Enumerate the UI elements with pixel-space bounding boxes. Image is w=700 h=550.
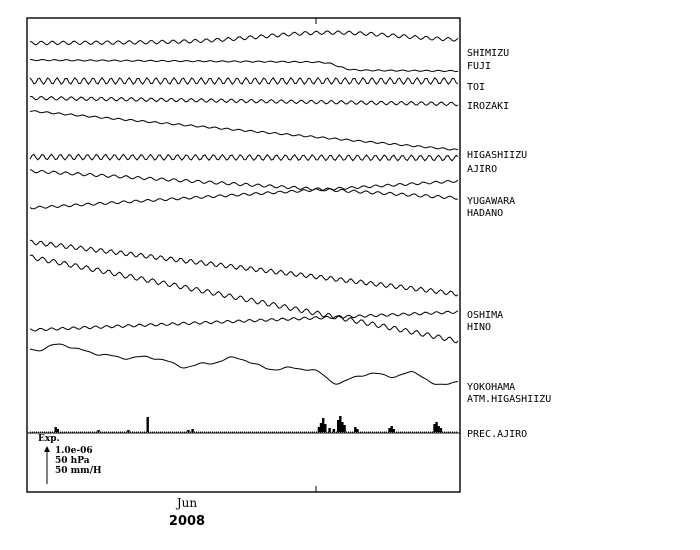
label-shimizu: SHIMIZU bbox=[467, 48, 509, 59]
scale-value-strain: 1.0e-06 bbox=[55, 446, 93, 456]
trace-yugawara bbox=[29, 169, 459, 200]
label-atm-higashiizu: ATM.HIGASHIIZU bbox=[467, 394, 551, 405]
precip-bar bbox=[324, 424, 327, 432]
precip-bar bbox=[343, 425, 346, 432]
scale-legend: Exp. 1.0e-06 50 hPa 50 mm/H bbox=[38, 434, 102, 484]
precip-bar bbox=[392, 429, 395, 432]
precip-bar bbox=[97, 430, 100, 432]
precip-bar bbox=[322, 418, 325, 432]
trace-higashiizu bbox=[29, 110, 459, 151]
trace-atm-higashiizu bbox=[29, 343, 459, 385]
precip-bar bbox=[435, 422, 438, 432]
precip-bar bbox=[356, 429, 359, 432]
scale-value-precip: 50 mm/H bbox=[55, 466, 102, 476]
label-prec-ajiro: PREC.AJIRO bbox=[467, 429, 527, 440]
station-labels: SHIMIZU FUJI TOI IROZAKI HIGASHIIZU AJIRO YUGA… bbox=[467, 48, 551, 440]
label-hadano: HADANO bbox=[467, 208, 503, 219]
label-yugawara: YUGAWARA bbox=[467, 196, 515, 207]
precip-bar bbox=[317, 427, 321, 432]
trace-toi bbox=[29, 76, 459, 86]
trace-hino bbox=[29, 254, 459, 344]
scale-heading: Exp. bbox=[38, 434, 60, 444]
precip-bar bbox=[328, 428, 331, 432]
trace-irozaki bbox=[29, 95, 459, 107]
trace-shimizu bbox=[29, 30, 459, 46]
scale-value-pressure: 50 hPa bbox=[55, 456, 90, 466]
label-hino: HINO bbox=[467, 322, 491, 333]
trace-fuji bbox=[29, 58, 459, 73]
precip-bar bbox=[191, 429, 194, 432]
label-irozaki: IROZAKI bbox=[467, 101, 509, 112]
precip-bar bbox=[187, 430, 190, 432]
precip-bar bbox=[56, 429, 59, 432]
trace-yokohama bbox=[29, 310, 459, 332]
precip-bar bbox=[127, 430, 130, 432]
label-yokohama: YOKOHAMA bbox=[467, 382, 515, 393]
precip-bar bbox=[146, 417, 149, 432]
precip-bar bbox=[339, 416, 342, 432]
x-year-label: 2008 bbox=[169, 514, 205, 529]
trace-ajiro bbox=[29, 153, 459, 162]
precip-bar bbox=[437, 426, 440, 432]
precip-bar bbox=[354, 427, 357, 432]
precip-bar bbox=[341, 422, 344, 432]
label-higashiizu: HIGASHIIZU bbox=[467, 150, 527, 161]
precip-bar bbox=[388, 428, 391, 432]
trace-hadano bbox=[29, 179, 459, 210]
x-month-label: Jun bbox=[175, 496, 198, 510]
scale-arrow-head bbox=[44, 446, 50, 452]
strain-traces bbox=[29, 30, 459, 385]
trace-oshima bbox=[29, 239, 459, 297]
label-oshima: OSHIMA bbox=[467, 310, 503, 321]
precip-bar bbox=[332, 429, 336, 432]
precip-bar bbox=[54, 427, 57, 432]
precip-bar bbox=[337, 420, 340, 432]
precip-bar bbox=[319, 423, 323, 432]
label-ajiro: AJIRO bbox=[467, 164, 497, 175]
label-fuji: FUJI bbox=[467, 61, 491, 72]
precipitation-bars bbox=[54, 416, 443, 432]
precip-bar bbox=[390, 426, 393, 432]
precip-bar bbox=[433, 424, 436, 432]
label-toi: TOI bbox=[467, 82, 485, 93]
plot-frame bbox=[26, 17, 461, 493]
precip-bar bbox=[439, 428, 443, 432]
